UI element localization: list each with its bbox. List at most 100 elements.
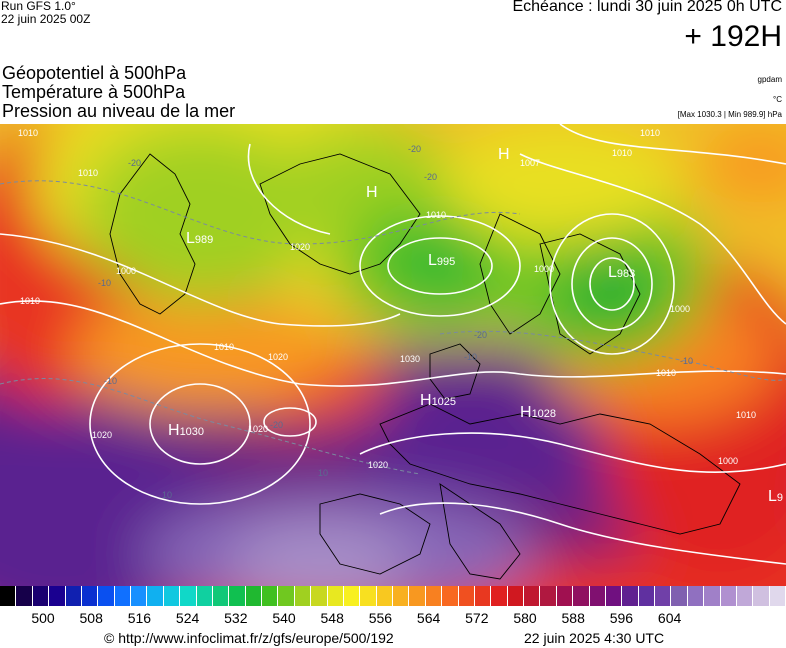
- colorbar-swatch: [32, 586, 50, 606]
- pressure-center-low: L983: [608, 264, 636, 281]
- colorbar-tick-label: 548: [320, 610, 344, 626]
- colorbar-swatch: [49, 586, 66, 606]
- isobar-label: 1020: [290, 242, 311, 252]
- colorbar-swatch: [327, 586, 344, 606]
- colorbar-swatch: [442, 586, 459, 606]
- isotherm-label: -20: [408, 144, 422, 154]
- isobar-label: 1030: [400, 354, 421, 364]
- isotherms: [0, 180, 786, 475]
- isobar-label: 1000: [534, 264, 555, 274]
- colorbar-swatch: [98, 586, 115, 606]
- pressure-center-low: L9: [768, 488, 784, 505]
- colorbar-swatch: [491, 586, 508, 606]
- colorbar-swatch: [16, 586, 33, 606]
- isobar-label: 1010: [426, 210, 447, 220]
- title-temperature: Température à 500hPa: [2, 82, 186, 102]
- isobar-label: 1007: [520, 158, 541, 168]
- colorbar-swatch: [622, 586, 639, 606]
- colorbar-tick-label: 532: [224, 610, 248, 626]
- isobar-label: 1010: [612, 148, 633, 158]
- colorbar-swatch: [311, 586, 328, 606]
- isobars: [0, 124, 786, 565]
- colorbar-swatch: [81, 586, 99, 606]
- colorbar-swatch: [360, 586, 377, 606]
- colorbar-tick-label: 588: [561, 610, 585, 626]
- isotherm-label: -20: [128, 158, 142, 168]
- isotherm-label: -20: [270, 420, 284, 430]
- colorbar-swatch: [262, 586, 279, 606]
- colorbar-swatch: [524, 586, 541, 606]
- isobar-label: 1000: [718, 456, 739, 466]
- colorbar-swatch: [507, 586, 524, 606]
- isobar-label: 1020: [268, 352, 289, 362]
- colorbar-swatch: [474, 586, 492, 606]
- colorbar-swatch: [393, 586, 410, 606]
- colorbar-swatch: [769, 586, 786, 606]
- colorbar-swatch: [294, 586, 312, 606]
- colorbar-swatch: [65, 586, 82, 606]
- title-pressure: Pression au niveau de la mer: [2, 101, 236, 121]
- isobar-label: 1000: [670, 304, 691, 314]
- unit-gpdam: gpdam: [757, 75, 782, 84]
- colorbar-swatch: [278, 586, 295, 606]
- pressure-center-high: H1030: [168, 422, 205, 439]
- pressure-center-high: H1028: [520, 404, 557, 421]
- isobar-label: 1010: [20, 296, 41, 306]
- isobar-label: 1010: [18, 128, 39, 138]
- colorbar-swatch: [605, 586, 623, 606]
- colorbar-swatch: [540, 586, 557, 606]
- colorbar-tick-label: 508: [79, 610, 103, 626]
- colorbar-tick-label: 524: [175, 610, 200, 626]
- colorbar-tick-label: 580: [513, 610, 537, 626]
- colorbar-swatch: [753, 586, 770, 606]
- title-geopotential: Géopotentiel à 500hPa: [2, 63, 187, 83]
- generated-date: 22 juin 2025 4:30 UTC: [524, 630, 665, 646]
- lead-time: + 192H: [684, 20, 782, 53]
- isotherm-label: -10: [680, 356, 694, 366]
- isobar-label: 1000: [116, 266, 137, 276]
- colorbar-swatch: [180, 586, 197, 606]
- pressure-max-min: [Max 1030.3 | Min 989.9] hPa: [677, 110, 782, 119]
- forecast-valid-time: Echéance : lundi 30 juin 2025 0h UTC: [512, 0, 782, 15]
- weather-map[interactable]: H1030 H1025 H1028 L995 L983 L989 H H L9 …: [0, 124, 786, 586]
- colorbar-swatch: [131, 586, 148, 606]
- colorbar-swatch: [704, 586, 721, 606]
- colorbar-ticks: 500 508 516 524 532 540 548 556 564 572 580 588 596 6…: [0, 610, 786, 626]
- isotherm-label: -10: [464, 352, 478, 362]
- pressure-center-low: L995: [428, 252, 456, 269]
- isobar-label: 1020: [248, 424, 269, 434]
- colorbar-swatch: [376, 586, 393, 606]
- colorbar-tick-label: 500: [31, 610, 55, 626]
- colorbar-swatch: [720, 586, 737, 606]
- isotherm-label: 10: [162, 490, 173, 500]
- unit-celsius: °C: [773, 95, 782, 104]
- copyright-url[interactable]: © http://www.infoclimat.fr/z/gfs/europe/…: [104, 630, 394, 646]
- colorbar-swatch: [114, 586, 131, 606]
- coastlines: [109, 153, 741, 580]
- colorbar-swatch: [409, 586, 426, 606]
- colorbar-swatch: [671, 586, 688, 606]
- colorbar-swatch: [212, 586, 230, 606]
- pressure-center-high: H: [498, 146, 510, 163]
- pressure-center-high: H1025: [420, 392, 457, 409]
- colorbar-tick-label: 556: [368, 610, 393, 626]
- colorbar-tick-label: 564: [416, 610, 441, 626]
- isotherm-label: -10: [98, 278, 112, 288]
- colorbar-tick-label: 540: [272, 610, 296, 626]
- isotherm-label: -20: [474, 330, 488, 340]
- colorbar-swatch: [687, 586, 705, 606]
- colorbar-swatch: [458, 586, 475, 606]
- isotherm-label: -20: [424, 172, 438, 182]
- colorbar-tick-label: 604: [657, 610, 682, 626]
- colorbar-swatch: [196, 586, 213, 606]
- pressure-center-low: L989: [186, 230, 214, 247]
- colorbar-swatch: [589, 586, 606, 606]
- map-field: [0, 124, 786, 586]
- colorbar-swatch: [655, 586, 672, 606]
- isotherm-label: -10: [104, 376, 118, 386]
- colorbar: [0, 586, 786, 606]
- colorbar-swatch: [163, 586, 181, 606]
- colorbar-tick-label: 516: [127, 610, 152, 626]
- run-label: Run GFS 1.0°: [1, 0, 76, 13]
- run-date: 22 juin 2025 00Z: [1, 12, 91, 26]
